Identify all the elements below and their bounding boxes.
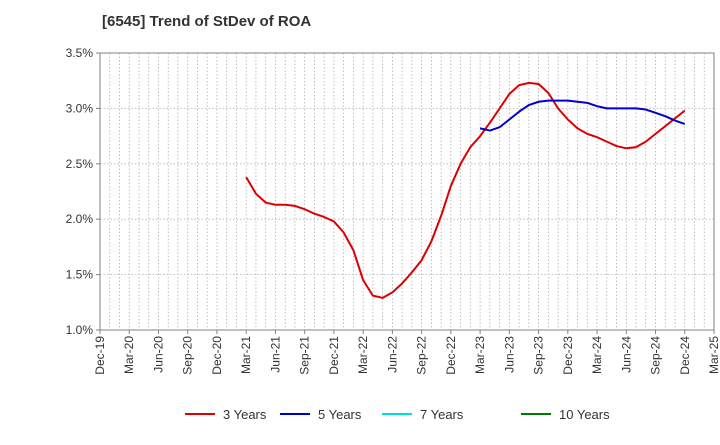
x-tick-label: Sep-24 <box>649 336 663 375</box>
series-line-3-years <box>245 81 686 299</box>
x-tick-label: Jun-22 <box>385 336 399 373</box>
axes: 3.5% 3.0% 2.5% 2.0% 1.5% 1.0%Dec-19 Mar-20 Jun-… <box>66 46 720 375</box>
x-tick-label: Mar-25 <box>707 336 720 374</box>
x-tick-label: Sep-22 <box>415 336 429 375</box>
x-tick-label: Dec-24 <box>678 336 692 375</box>
x-tick-label: Dec-20 <box>210 336 224 375</box>
legend-label-3-years: 3 Years <box>223 407 267 422</box>
x-tick-label: Dec-23 <box>561 336 575 375</box>
grid <box>100 53 714 330</box>
legend-label-7-years: 7 Years <box>420 407 464 422</box>
x-tick-label: Mar-20 <box>122 336 136 374</box>
legend: 3 Years 5 Years 7 Years 10 Years <box>185 407 610 422</box>
y-tick-label: 1.5% <box>66 268 94 282</box>
x-tick-label: Dec-22 <box>444 336 458 375</box>
series-line-5-years <box>479 99 686 132</box>
x-tick-label: Mar-22 <box>356 336 370 374</box>
x-tick-label: Dec-19 <box>93 336 107 375</box>
x-tick-label: Jun-21 <box>268 336 282 373</box>
x-tick-label: Jun-20 <box>151 336 165 373</box>
plot-area-border <box>99 52 715 331</box>
legend-label-10-years: 10 Years <box>559 407 610 422</box>
x-tick-label: Mar-24 <box>590 336 604 374</box>
y-tick-label: 3.0% <box>66 101 94 115</box>
chart-title: [6545] Trend of StDev of ROA <box>102 13 311 30</box>
y-tick-label: 1.0% <box>66 323 94 337</box>
x-tick-label: Mar-23 <box>473 336 487 374</box>
x-tick-label: Sep-23 <box>532 336 546 375</box>
x-tick-label: Dec-21 <box>327 336 341 375</box>
y-tick-label: 2.5% <box>66 157 94 171</box>
legend-label-5-years: 5 Years <box>318 407 362 422</box>
y-tick-label: 2.0% <box>66 212 94 226</box>
x-tick-label: Sep-20 <box>181 336 195 375</box>
series-lines <box>245 81 686 299</box>
x-tick-label: Sep-21 <box>298 336 312 375</box>
x-tick-label: Mar-21 <box>239 336 253 374</box>
x-tick-label: Jun-24 <box>619 336 633 373</box>
x-tick-label: Jun-23 <box>502 336 516 373</box>
y-tick-label: 3.5% <box>66 46 94 60</box>
